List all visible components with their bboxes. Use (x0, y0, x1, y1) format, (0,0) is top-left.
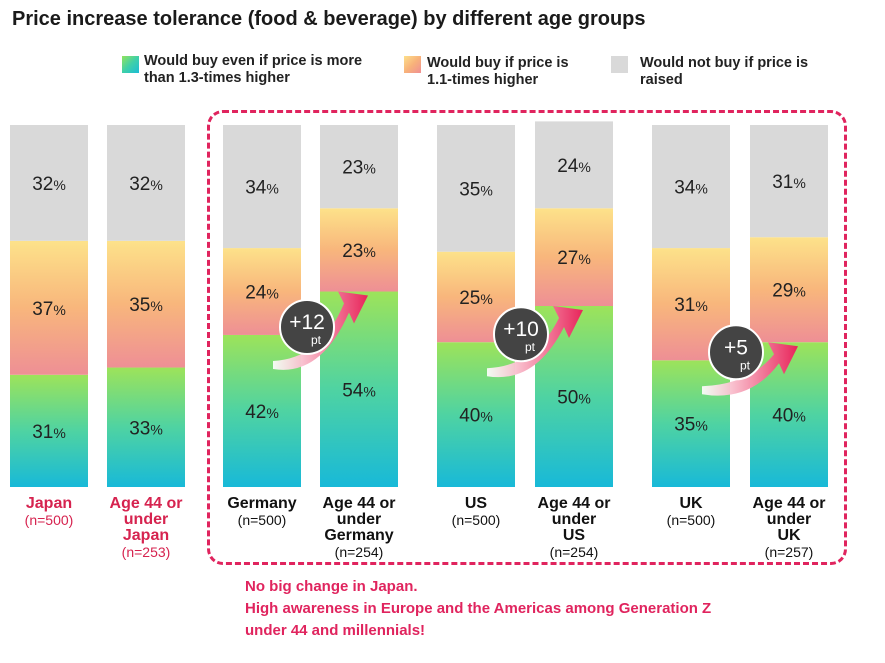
data-label: 31% (772, 172, 806, 193)
category-label: Age 44 or (110, 495, 183, 512)
bar-segment-not-buy (107, 125, 185, 241)
category-label: Germany (227, 495, 296, 512)
category-label: US (563, 527, 586, 544)
growth-arrow (273, 291, 368, 370)
category-label: under (124, 511, 168, 528)
legend-swatch-2 (404, 56, 421, 73)
growth-badge-unit: pt (740, 358, 751, 372)
sample-size-label: (n=500) (452, 512, 501, 528)
growth-badge-value: +12 (289, 311, 325, 334)
data-label: 31% (674, 295, 708, 316)
category-label: Age 44 or (753, 495, 826, 512)
legend-swatch-1 (122, 56, 139, 73)
growth-arrow (702, 342, 798, 396)
highlight-frame (207, 110, 847, 565)
sample-size-label: (n=500) (25, 512, 74, 528)
bar-segment-not-buy (320, 125, 398, 209)
data-label: 27% (557, 248, 591, 269)
chart-title: Price increase tolerance (food & beverag… (12, 8, 646, 30)
data-label: 25% (459, 288, 493, 309)
data-label: 35% (129, 295, 163, 316)
bar-segment-not-buy (750, 125, 828, 238)
data-label: 23% (342, 158, 376, 179)
category-label: UK (679, 495, 703, 512)
data-label: 24% (557, 156, 591, 177)
data-label: 34% (674, 178, 708, 199)
sample-size-label: (n=253) (122, 544, 171, 560)
footnote-line-1: No big change in Japan. (245, 578, 418, 595)
sample-size-label: (n=254) (550, 544, 599, 560)
sample-size-label: (n=500) (667, 512, 716, 528)
data-label: 40% (772, 406, 806, 427)
category-label: under (552, 511, 596, 528)
legend-label-2: Would buy if price is 1.1-times higher (427, 55, 569, 88)
footnote-line-2: High awareness in Europe and the America… (245, 600, 712, 617)
bar-segment-buy-1-1x (750, 237, 828, 343)
data-label: 32% (32, 174, 66, 195)
bar-segment-buy-1-3x (107, 367, 185, 487)
legend-label-3: Would not buy if price is raised (640, 55, 809, 88)
data-label: 42% (245, 402, 279, 423)
data-label: 32% (129, 174, 163, 195)
bar-segment-buy-1-1x (10, 240, 88, 375)
data-label: 33% (129, 418, 163, 439)
category-label: Age 44 or (323, 495, 396, 512)
growth-badge-value: +5 (724, 336, 748, 359)
legend-label-1: Would buy even if price is more than 1.3… (144, 53, 363, 86)
data-label: 54% (342, 380, 376, 401)
category-label: Japan (123, 527, 169, 544)
growth-badge-unit: pt (525, 340, 536, 354)
data-label: 23% (342, 241, 376, 262)
footnote-line-3: under 44 and millennials! (245, 622, 426, 639)
growth-badge (493, 306, 549, 363)
sample-size-label: (n=254) (335, 544, 384, 560)
bar-segment-buy-1-3x (652, 360, 730, 487)
bar-segment-not-buy (10, 125, 88, 241)
data-label: 31% (32, 422, 66, 443)
category-label: US (465, 495, 488, 512)
bar-segment-buy-1-1x (107, 240, 185, 368)
bar-segment-buy-1-1x (320, 208, 398, 292)
legend-swatch-3 (611, 56, 628, 73)
bar-segment-buy-1-1x (535, 208, 613, 306)
growth-badge (708, 324, 764, 381)
category-label: Age 44 or (538, 495, 611, 512)
bar-segment-not-buy (437, 125, 515, 252)
data-label: 29% (772, 281, 806, 302)
category-label: UK (777, 527, 801, 544)
data-label: 40% (459, 406, 493, 427)
category-label: under (337, 511, 381, 528)
category-label: Germany (324, 527, 393, 544)
data-label: 37% (32, 299, 66, 320)
data-label: 24% (245, 283, 279, 304)
sample-size-label: (n=500) (238, 512, 287, 528)
category-label: Japan (26, 495, 72, 512)
category-label: under (767, 511, 811, 528)
growth-badge-value: +10 (503, 318, 539, 341)
data-label: 50% (557, 388, 591, 409)
data-label: 34% (245, 178, 279, 199)
growth-badge (279, 298, 335, 355)
bar-segment-not-buy (535, 121, 613, 209)
data-label: 35% (674, 415, 708, 436)
data-label: 35% (459, 179, 493, 200)
sample-size-label: (n=257) (765, 544, 814, 560)
bar-segment-not-buy (652, 125, 730, 249)
growth-badge-unit: pt (311, 333, 322, 347)
bar-segment-buy-1-3x (10, 374, 88, 487)
bar-segment-not-buy (223, 125, 301, 249)
growth-arrow (487, 306, 583, 378)
